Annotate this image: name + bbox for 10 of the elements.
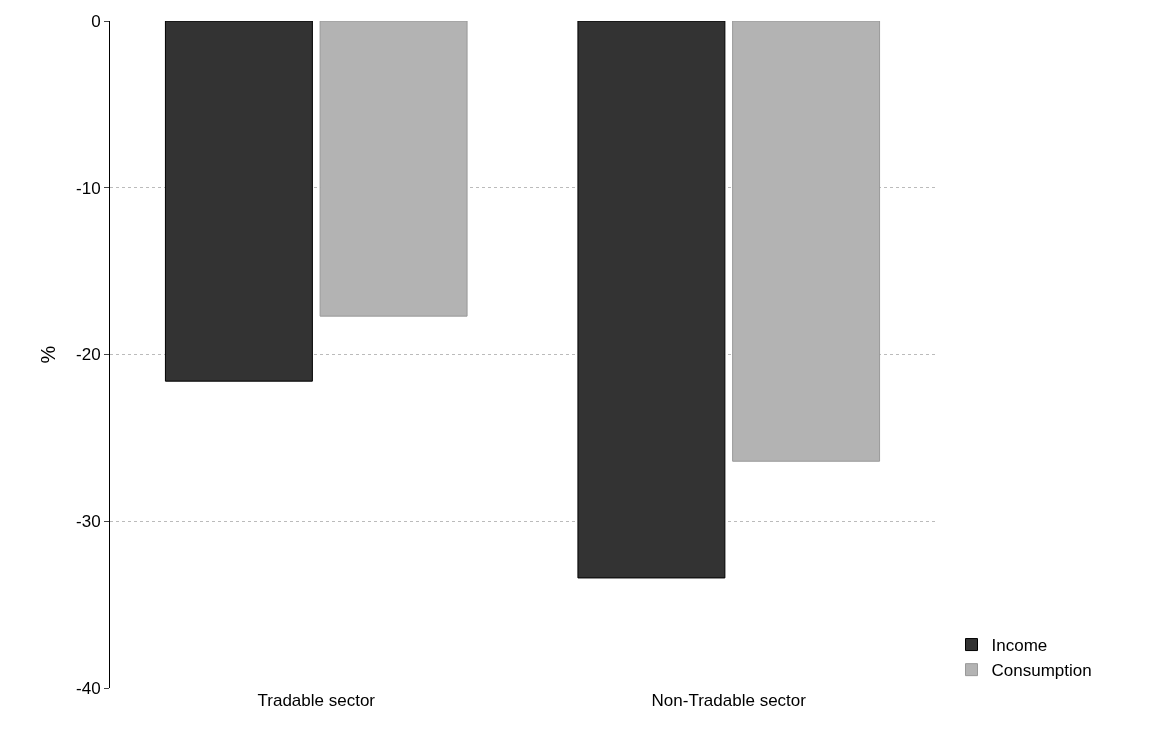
y-tick-label: -30 [76, 512, 101, 532]
legend-label: Income [991, 636, 1048, 656]
x-tick-label: Non-Tradable sector [651, 691, 807, 710]
y-axis-title: % [36, 345, 59, 364]
y-tick-label: 0 [91, 11, 101, 31]
y-tick-label: -20 [76, 345, 101, 365]
legend-label: Consumption [991, 661, 1092, 681]
y-tick-label: -10 [76, 178, 101, 198]
y-tick-label: -40 [76, 678, 101, 698]
x-tick-label: Tradable sector [257, 691, 376, 710]
